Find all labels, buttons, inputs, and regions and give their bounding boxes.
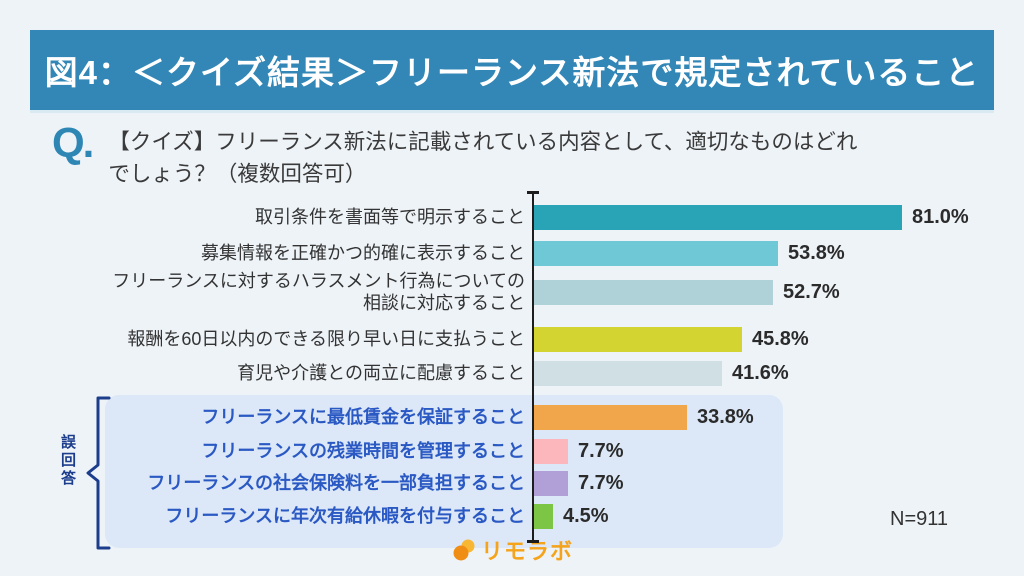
bar	[533, 438, 568, 464]
bar-value-label: 45.8%	[752, 327, 809, 350]
wrong-answers-label: 誤回答	[59, 434, 76, 488]
bar-category-label: 募集情報を正確かつ的確に表示すること	[201, 243, 525, 263]
bar-row: 育児や介護との両立に配慮すること 41.6%	[100, 360, 789, 386]
bar	[533, 204, 902, 230]
bar-category-label: 取引条件を書面等で明示すること	[255, 207, 525, 227]
bar-value-label: 52.7%	[783, 280, 840, 303]
bar-category-label: フリーランスに対するハラスメント行為についての 相談に対応すること	[112, 271, 525, 313]
question-block: Q. 【クイズ】フリーランス新法に記載されている内容として、適切なものはどれ で…	[52, 122, 857, 190]
remolab-logo-icon	[453, 539, 475, 561]
bar	[533, 279, 773, 305]
bar	[533, 404, 687, 430]
bar	[533, 470, 568, 496]
bar-category-label: フリーランスに年次有給休暇を付与すること	[165, 506, 525, 526]
figure-title: 図4：＜クイズ結果＞フリーランス新法で規定されていること	[44, 54, 980, 91]
bar-value-label: 41.6%	[732, 361, 789, 384]
bar-row: 募集情報を正確かつ的確に表示すること 53.8%	[100, 240, 845, 266]
bar-category-label: 育児や介護との両立に配慮すること	[237, 363, 525, 383]
bar-row: 取引条件を書面等で明示すること 81.0%	[100, 204, 969, 230]
bar	[533, 360, 722, 386]
bar-value-label: 4.5%	[563, 504, 609, 527]
bar-value-label: 7.7%	[578, 439, 624, 462]
question-q-icon: Q.	[52, 119, 94, 166]
remolab-logo: リモラボ	[0, 534, 1024, 566]
wrong-answers-bracket-icon	[86, 396, 111, 550]
bar-row: フリーランスに対するハラスメント行為についての 相談に対応すること 52.7%	[100, 271, 840, 313]
question-text: 【クイズ】フリーランス新法に記載されている内容として、適切なものはどれ でしょう…	[108, 130, 858, 186]
bar	[533, 326, 742, 352]
bar-value-label: 7.7%	[578, 471, 624, 494]
bar-row: フリーランスの残業時間を管理すること 7.7%	[100, 438, 624, 464]
remolab-logo-text: リモラボ	[480, 539, 573, 564]
bar-row: 報酬を60日以内のできる限り早い日に支払うこと 45.8%	[100, 326, 809, 352]
bar-value-label: 53.8%	[788, 241, 845, 264]
bar-row: フリーランスに年次有給休暇を付与すること 4.5%	[100, 503, 609, 529]
bar-value-label: 33.8%	[697, 405, 754, 428]
axis-top-tick	[527, 191, 539, 194]
axis-bottom-tick	[527, 540, 539, 543]
bar-category-label: 報酬を60日以内のできる限り早い日に支払うこと	[127, 329, 525, 349]
bar-category-label: フリーランスの社会保険料を一部負担すること	[147, 473, 525, 493]
bar	[533, 503, 553, 529]
figure-title-bar: 図4：＜クイズ結果＞フリーランス新法で規定されていること	[30, 30, 994, 110]
bar-row: フリーランスに最低賃金を保証すること 33.8%	[100, 404, 754, 430]
bar-category-label: フリーランスに最低賃金を保証すること	[201, 407, 525, 427]
sample-size: N=911	[890, 508, 949, 530]
axis-line	[532, 193, 534, 542]
bar-row: フリーランスの社会保険料を一部負担すること 7.7%	[100, 470, 624, 496]
bar-category-label: フリーランスの残業時間を管理すること	[201, 441, 525, 461]
bar	[533, 240, 778, 266]
bar-value-label: 81.0%	[912, 205, 969, 228]
